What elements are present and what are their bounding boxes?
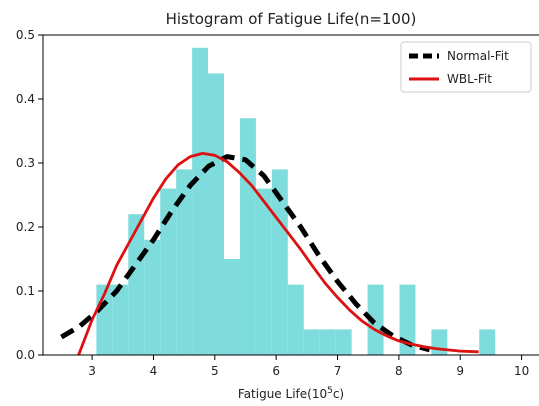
x-tick-label: 10 <box>514 364 529 378</box>
y-tick-label: 0.2 <box>16 220 35 234</box>
y-tick-label: 0.4 <box>16 92 35 106</box>
histogram-bar <box>303 329 320 355</box>
y-axis-ticks: 0.0 0.1 0.2 0.3 0.4 0.5 <box>16 28 43 362</box>
x-axis-label-end: c) <box>333 387 344 401</box>
histogram-bar <box>287 284 304 355</box>
y-tick-label: 0.5 <box>16 28 35 42</box>
histogram-bars <box>96 47 496 356</box>
x-axis-label-superscript: 5 <box>327 386 333 396</box>
histogram-bar <box>112 284 129 355</box>
histogram-bar <box>128 214 145 355</box>
x-tick-label: 7 <box>334 364 342 378</box>
x-tick-label: 8 <box>395 364 403 378</box>
histogram-bar <box>224 259 240 355</box>
plot-frame <box>42 34 539 356</box>
histogram-bar <box>192 47 209 356</box>
histogram-bar <box>335 329 352 355</box>
histogram-bar <box>144 239 161 355</box>
x-tick-label: 3 <box>88 364 96 378</box>
histogram-bar <box>319 329 336 355</box>
legend-label-normal-fit: Normal-Fit <box>447 49 509 63</box>
histogram-bar <box>399 284 416 355</box>
y-tick-label: 0.0 <box>16 348 35 362</box>
x-tick-label: 5 <box>211 364 219 378</box>
histogram-bar <box>367 284 384 355</box>
x-axis-ticks: 3 4 5 6 7 8 9 10 <box>88 355 529 378</box>
x-axis-label: Fatigue Life(105c) <box>238 386 344 401</box>
x-tick-label: 6 <box>272 364 280 378</box>
histogram-bar <box>176 169 193 355</box>
histogram-bar <box>255 188 272 355</box>
x-tick-label: 9 <box>456 364 464 378</box>
x-axis-label-main: Fatigue Life(10 <box>238 387 327 401</box>
x-tick-label: 4 <box>150 364 158 378</box>
histogram-bar <box>431 329 448 355</box>
chart-title: Histogram of Fatigue Life(n=100) <box>166 10 417 28</box>
histogram-bar <box>160 188 177 355</box>
histogram-bar <box>208 73 225 356</box>
histogram-bar <box>479 329 496 355</box>
legend: Normal-Fit WBL-Fit <box>400 41 532 93</box>
y-tick-label: 0.1 <box>16 284 35 298</box>
fit-curves <box>60 152 479 356</box>
y-tick-label: 0.3 <box>16 156 35 170</box>
histogram-bar <box>239 118 256 355</box>
wbl-fit-curve <box>77 152 479 356</box>
normal-fit-curve <box>60 154 431 353</box>
legend-label-wbl-fit: WBL-Fit <box>447 72 492 86</box>
